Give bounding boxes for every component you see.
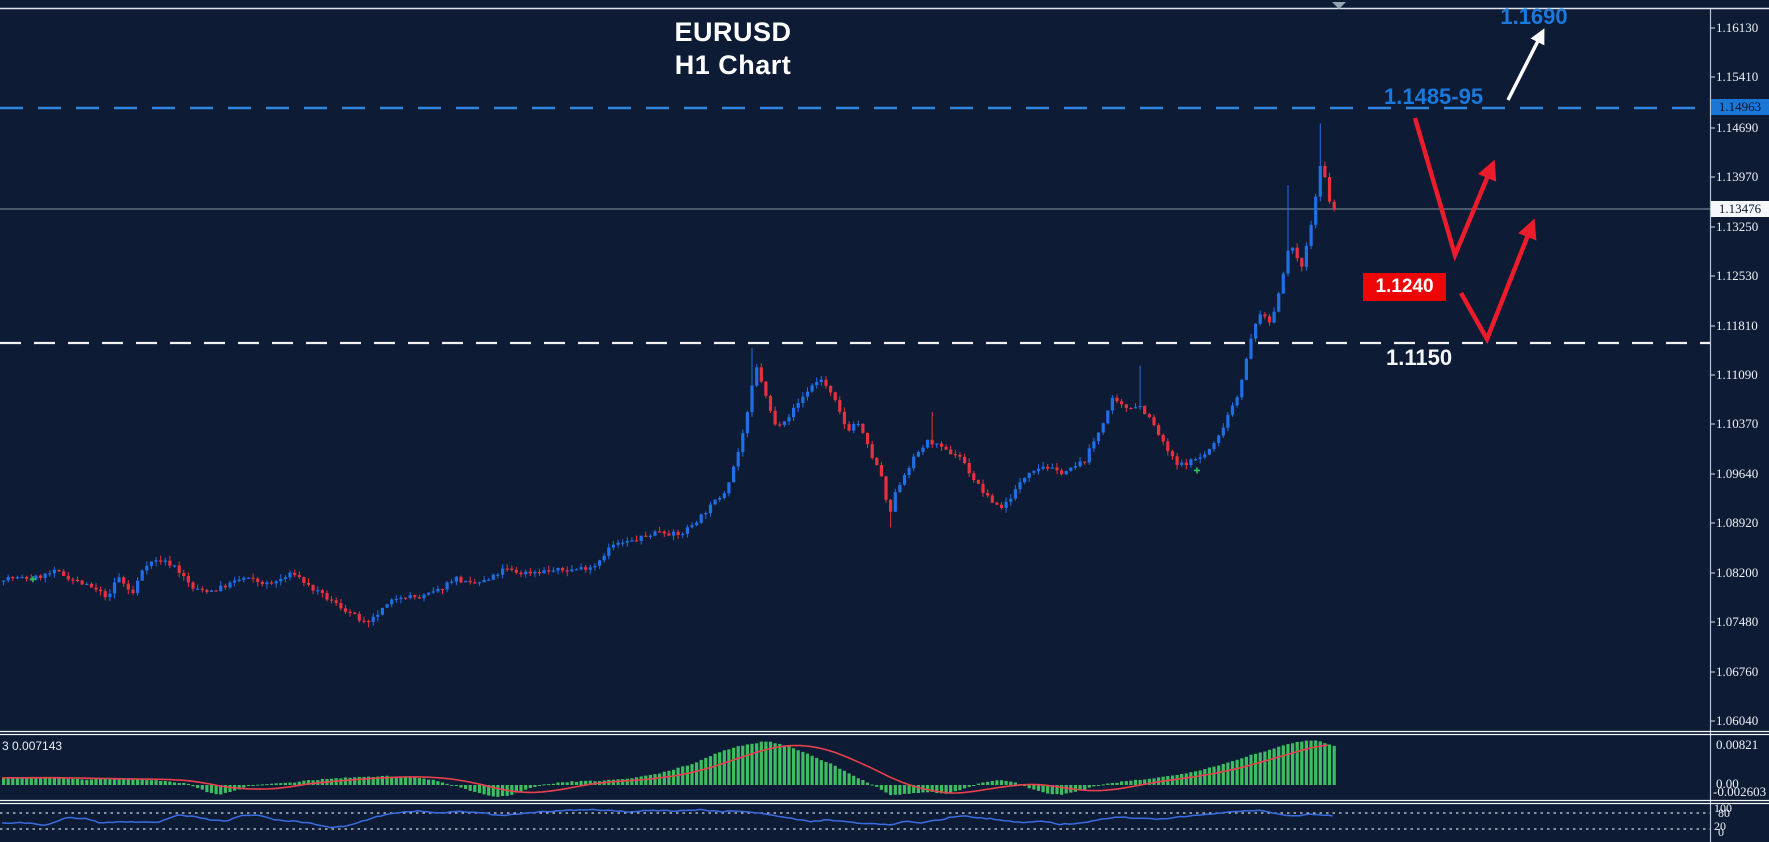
axis-tick-marks (1710, 27, 1715, 722)
candles-layer (2, 123, 1336, 628)
chart-title-symbol: EURUSD (674, 17, 792, 47)
stochastic-panel[interactable] (0, 808, 1710, 830)
projection-arrows-layer (1412, 28, 1545, 345)
pullback-price-tag: 1.1240 (1363, 273, 1446, 301)
stoch-level-0: 0 (1718, 825, 1724, 839)
macd-max-value: 0.00821 (1716, 737, 1759, 752)
macd-zero-value: 0.00 (1716, 776, 1739, 791)
stoch-level-20: 20 (1714, 819, 1726, 833)
macd-panel[interactable] (1, 740, 1336, 797)
stoch-level-100: 100 (1714, 801, 1732, 815)
macd-indicator-value-label: 3 0.007143 (2, 739, 63, 753)
macd-min-value: -0.002603 (1713, 784, 1767, 799)
doji-markers-layer (30, 467, 1200, 583)
target-price-label: 1.1690 (1500, 4, 1568, 29)
chart-title: EURUSD H1 Chart (593, 16, 873, 82)
panel-separators[interactable] (0, 730, 1769, 805)
support-level-label: 1.1150 (1386, 345, 1453, 370)
resistance-zone-label: 1.1485-95 (1384, 84, 1484, 109)
level-lines-layer (0, 106, 1710, 345)
chart-title-timeframe: H1 Chart (674, 50, 792, 80)
stoch-level-80: 80 (1718, 806, 1730, 820)
